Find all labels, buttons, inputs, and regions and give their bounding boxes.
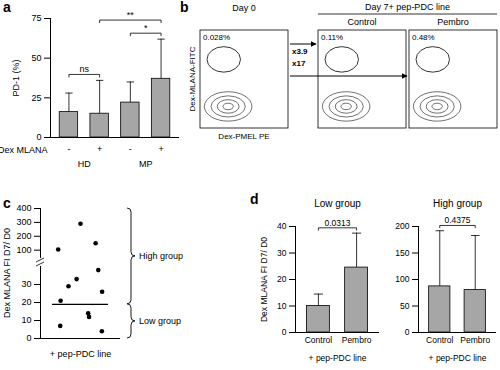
- svg-text:Low group: Low group: [314, 198, 361, 209]
- svg-text:0.0313: 0.0313: [325, 218, 351, 228]
- svg-text:300: 300: [16, 217, 31, 227]
- svg-text:PD-1 (%): PD-1 (%): [11, 59, 21, 96]
- svg-text:10: 10: [21, 315, 31, 325]
- svg-text:a: a: [3, 0, 11, 15]
- svg-text:0.48%: 0.48%: [412, 33, 435, 42]
- svg-text:**: **: [127, 10, 135, 20]
- svg-text:High group: High group: [139, 251, 183, 261]
- svg-text:+ pep-PDC line: + pep-PDC line: [309, 353, 367, 363]
- svg-text:Control: Control: [347, 17, 376, 27]
- svg-text:c: c: [3, 195, 11, 211]
- svg-text:400: 400: [16, 203, 31, 213]
- svg-text:Control: Control: [305, 335, 333, 345]
- svg-text:Day 7+ pep-PDC line: Day 7+ pep-PDC line: [365, 2, 450, 12]
- svg-text:100: 100: [16, 245, 31, 255]
- svg-text:+ pep-PDC line: + pep-PDC line: [50, 349, 111, 359]
- svg-text:Pembro: Pembro: [342, 335, 372, 345]
- svg-text:Dex-PMEL PE: Dex-PMEL PE: [218, 132, 269, 141]
- svg-text:Dex-MLANA-FITC: Dex-MLANA-FITC: [188, 46, 197, 111]
- svg-text:High group: High group: [433, 198, 482, 209]
- svg-text:x17: x17: [292, 59, 306, 68]
- svg-text:0: 0: [282, 327, 287, 337]
- svg-text:*: *: [144, 23, 148, 33]
- svg-text:0.028%: 0.028%: [203, 33, 230, 42]
- svg-text:20: 20: [21, 297, 31, 307]
- svg-text:Low group: Low group: [139, 316, 181, 326]
- svg-text:50: 50: [31, 53, 41, 63]
- svg-text:150: 150: [395, 248, 409, 258]
- svg-text:+ pep-PDC line: + pep-PDC line: [429, 353, 487, 363]
- svg-text:75: 75: [31, 13, 41, 23]
- svg-text:200: 200: [16, 231, 31, 241]
- svg-text:200: 200: [395, 221, 409, 231]
- svg-text:Dex MLANA FI D7/ D0: Dex MLANA FI D7/ D0: [259, 237, 269, 322]
- svg-text:Dex MLANA: Dex MLANA: [0, 145, 48, 155]
- svg-text:30: 30: [21, 279, 31, 289]
- svg-text:-: -: [129, 144, 132, 154]
- svg-text:0: 0: [36, 132, 41, 142]
- svg-text:100: 100: [395, 274, 409, 284]
- svg-text:HD: HD: [78, 159, 91, 169]
- svg-text:+: +: [158, 144, 163, 154]
- svg-text:0.4375: 0.4375: [445, 215, 471, 225]
- svg-text:10: 10: [277, 301, 287, 311]
- svg-text:MP: MP: [139, 159, 153, 169]
- svg-text:0: 0: [26, 333, 31, 343]
- svg-text:25: 25: [31, 93, 41, 103]
- svg-text:30: 30: [277, 248, 287, 258]
- svg-text:x3.9: x3.9: [292, 47, 308, 56]
- svg-text:Dex MLANA FI D7/ D0: Dex MLANA FI D7/ D0: [2, 228, 12, 318]
- svg-text:ns: ns: [80, 64, 90, 74]
- svg-text:d: d: [250, 191, 259, 207]
- svg-text:-: -: [67, 144, 70, 154]
- svg-text:0.11%: 0.11%: [321, 33, 343, 42]
- svg-text:Pembro: Pembro: [437, 17, 469, 27]
- svg-text:50: 50: [400, 301, 410, 311]
- svg-text:Pembro: Pembro: [460, 335, 490, 345]
- svg-text:20: 20: [277, 274, 287, 284]
- svg-text:+: +: [97, 144, 102, 154]
- svg-text:b: b: [180, 0, 189, 15]
- svg-text:40: 40: [277, 221, 287, 231]
- svg-text:0: 0: [405, 327, 410, 337]
- svg-text:Day 0: Day 0: [232, 3, 256, 13]
- svg-text:Control: Control: [426, 335, 454, 345]
